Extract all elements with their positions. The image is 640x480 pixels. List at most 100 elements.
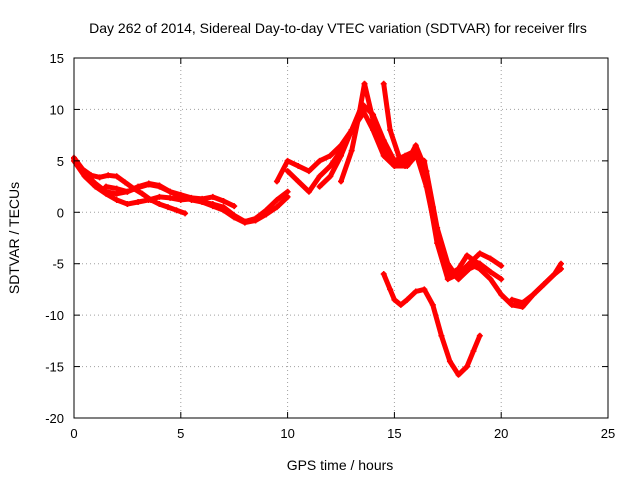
- plus-marker: [177, 196, 184, 203]
- chart-title: Day 262 of 2014, Sidereal Day-to-day VTE…: [89, 20, 587, 36]
- plus-marker: [395, 152, 402, 159]
- plus-marker: [487, 268, 494, 275]
- x-tick-label: 25: [601, 426, 615, 441]
- y-axis-label: SDTVAR / TECUs: [6, 182, 22, 294]
- x-tick-label: 5: [177, 426, 184, 441]
- plus-marker: [316, 157, 323, 164]
- plus-marker: [530, 291, 537, 298]
- plus-marker: [438, 250, 445, 257]
- plus-marker: [156, 193, 163, 200]
- plus-marker: [156, 201, 163, 208]
- plus-marker: [124, 188, 131, 195]
- y-tick-labels: -20 -15 -10 -5 0 5 10 15: [45, 51, 64, 426]
- plus-marker: [446, 358, 453, 365]
- x-tick-label: 10: [280, 426, 294, 441]
- plus-marker: [404, 163, 411, 169]
- plus-marker: [464, 252, 471, 259]
- plus-marker: [188, 194, 195, 201]
- plus-marker: [177, 191, 184, 198]
- plus-marker: [113, 190, 120, 197]
- plus-marker: [199, 195, 206, 202]
- plus-marker: [124, 201, 131, 208]
- plus-marker: [103, 183, 110, 190]
- plus-marker: [455, 265, 462, 272]
- plus-marker: [472, 258, 479, 265]
- plus-marker: [327, 163, 334, 169]
- plus-marker: [305, 188, 312, 195]
- plus-marker: [105, 172, 112, 179]
- plus-marker: [498, 276, 505, 283]
- plus-marker: [295, 163, 302, 169]
- plus-marker: [220, 197, 227, 204]
- plus-marker: [305, 168, 312, 175]
- plus-marker: [412, 152, 419, 159]
- plus-marker: [540, 281, 547, 288]
- grid: [74, 58, 608, 418]
- plus-marker: [263, 211, 270, 218]
- plus-marker: [498, 291, 505, 298]
- plus-marker: [173, 207, 180, 214]
- plus-marker: [466, 260, 473, 267]
- x-axis-label: GPS time / hours: [287, 457, 394, 473]
- plus-marker: [348, 147, 355, 154]
- plus-marker: [338, 178, 344, 185]
- plus-marker: [122, 179, 129, 186]
- plus-marker: [316, 183, 323, 190]
- plus-marker: [209, 203, 216, 210]
- plus-marker: [455, 371, 462, 378]
- plus-marker: [273, 196, 280, 203]
- plus-marker: [209, 193, 216, 200]
- plus-marker: [429, 301, 436, 308]
- y-tick-label: 10: [50, 102, 64, 117]
- plus-marker: [316, 173, 323, 180]
- series-line-arc-11: [381, 271, 483, 378]
- plus-marker: [404, 296, 411, 303]
- plus-marker: [470, 348, 477, 355]
- plus-marker: [380, 80, 387, 87]
- plus-marker: [455, 276, 462, 283]
- y-tick-label: -10: [45, 308, 64, 323]
- plus-marker: [476, 332, 483, 339]
- ticks: [73, 57, 609, 419]
- y-tick-label: -5: [52, 257, 64, 272]
- plus-marker: [284, 193, 291, 200]
- plus-marker: [487, 255, 494, 262]
- plus-marker: [558, 260, 565, 267]
- plus-marker: [421, 286, 428, 293]
- plot-frame: [73, 57, 609, 419]
- plus-marker: [103, 190, 110, 197]
- plus-marker: [327, 152, 334, 159]
- plus-marker: [284, 157, 291, 164]
- plus-marker: [284, 188, 291, 195]
- plus-marker: [380, 271, 387, 277]
- plus-marker: [164, 204, 171, 211]
- plus-marker: [273, 178, 280, 185]
- x-tick-label: 20: [494, 426, 508, 441]
- plus-marker: [464, 363, 471, 370]
- plus-marker: [113, 173, 120, 180]
- plus-marker: [402, 152, 409, 159]
- plus-marker: [412, 288, 419, 295]
- plus-marker: [113, 185, 120, 192]
- plus-marker: [487, 276, 494, 283]
- x-tick-label: 0: [70, 426, 77, 441]
- plus-marker: [508, 301, 515, 308]
- plus-marker: [370, 116, 377, 123]
- y-tick-label: 15: [50, 51, 64, 66]
- plus-marker: [92, 183, 99, 190]
- y-tick-label: -20: [45, 411, 64, 426]
- plus-marker: [380, 147, 387, 154]
- plus-marker: [355, 116, 362, 123]
- plus-marker: [387, 286, 394, 293]
- plus-marker: [79, 166, 86, 173]
- plus-marker: [338, 152, 344, 159]
- plus-marker: [498, 262, 505, 269]
- plus-marker: [231, 203, 238, 210]
- plus-marker: [476, 260, 483, 267]
- plus-marker: [508, 296, 515, 303]
- plus-marker: [96, 174, 103, 181]
- plus-marker: [231, 214, 238, 221]
- plus-marker: [551, 271, 558, 277]
- plus-marker: [421, 157, 428, 164]
